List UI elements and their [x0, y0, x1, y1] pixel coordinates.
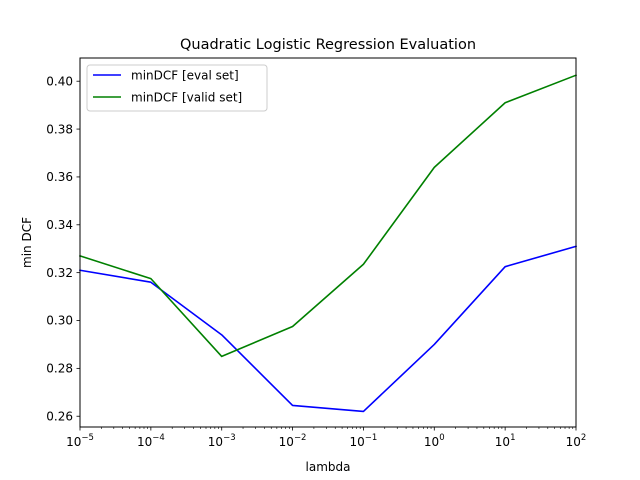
x-tick-label: 10−1	[350, 433, 378, 449]
x-tick-label: 10−4	[137, 433, 165, 449]
y-tick-label: 0.40	[46, 74, 73, 88]
y-tick-label: 0.28	[46, 362, 73, 376]
legend-box	[86, 64, 268, 112]
x-tick-label: 10−3	[208, 433, 236, 449]
x-tick-label: 10−5	[66, 433, 94, 449]
legend-label-eval: minDCF [eval set]	[131, 69, 239, 83]
y-axis: 0.26 0.28 0.30 0.32 0.34 0.36 0.38 0.40	[46, 74, 80, 423]
y-axis-label: min DCF	[20, 217, 34, 268]
x-tick-label: 100	[424, 433, 445, 449]
y-tick-label: 0.30	[46, 314, 73, 328]
x-tick-label: 10−2	[279, 433, 307, 449]
x-tick-label: 101	[495, 433, 516, 449]
legend: minDCF [eval set] minDCF [valid set]	[86, 64, 268, 112]
series-line-1	[78, 74, 578, 358]
x-axis-label: lambda	[306, 460, 351, 474]
y-tick-label: 0.36	[46, 170, 73, 184]
x-axis: 10−5 10−4 10−3 10−2 10−1 100 101 102	[66, 427, 586, 449]
legend-label-valid: minDCF [valid set]	[131, 91, 242, 105]
y-tick-label: 0.34	[46, 218, 73, 232]
y-tick-label: 0.26	[46, 409, 73, 423]
series-lines	[78, 74, 578, 413]
y-tick-label: 0.32	[46, 266, 73, 280]
axes-frame	[79, 57, 577, 428]
x-tick-label: 102	[566, 433, 587, 449]
chart-title: Quadratic Logistic Regression Evaluation	[180, 37, 476, 53]
y-tick-label: 0.38	[46, 122, 73, 136]
